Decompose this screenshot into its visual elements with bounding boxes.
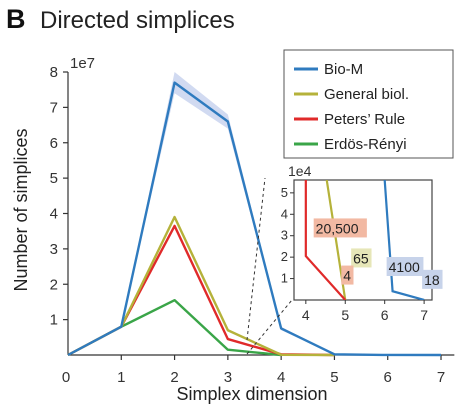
- x-axis-label: Simplex dimension: [176, 384, 327, 404]
- legend-entry: Erdös-Rényi: [324, 136, 407, 153]
- inset-y-tick-label: 2: [281, 249, 288, 264]
- inset-annotation: 20,500: [316, 220, 359, 236]
- y-tick-label: 4: [50, 206, 58, 223]
- inset-annotation: 4: [343, 268, 351, 284]
- x-tick-label: 7: [437, 369, 445, 386]
- inset-annotation: 65: [353, 250, 369, 266]
- x-tick-label: 0: [62, 369, 70, 386]
- inset-annotation: 4100: [389, 259, 420, 275]
- y-multiplier: 1e7: [70, 55, 95, 72]
- y-tick-label: 2: [50, 276, 58, 293]
- y-tick-label: 7: [50, 99, 58, 116]
- y-tick-label: 5: [50, 170, 58, 187]
- inset-x-tick-label: 6: [381, 307, 389, 323]
- y-tick-label: 8: [50, 64, 58, 81]
- legend-entry: General biol.: [324, 86, 409, 103]
- y-tick-label: 6: [50, 135, 58, 152]
- legend-entry: Peters’ Rule: [324, 111, 405, 128]
- y-tick-label: 1: [50, 312, 58, 329]
- inset-y-tick-label: 4: [281, 206, 288, 221]
- x-tick-label: 1: [117, 369, 125, 386]
- y-tick-label: 3: [50, 241, 58, 258]
- inset-x-tick-label: 7: [420, 307, 428, 323]
- inset-frame: [294, 180, 432, 300]
- y-axis-label: Number of simplices: [11, 128, 31, 291]
- inset-y-multiplier: 1e4: [288, 163, 312, 179]
- inset-y-tick-label: 1: [281, 271, 288, 286]
- x-tick-label: 5: [330, 369, 338, 386]
- inset-x-tick-label: 4: [302, 307, 310, 323]
- inset-y-tick-label: 3: [281, 228, 288, 243]
- x-tick-label: 6: [384, 369, 392, 386]
- inset-annotation: 18: [424, 272, 440, 288]
- inset-x-tick-label: 5: [341, 307, 349, 323]
- legend: Bio-M General biol. Peters’ Rule Erdös-Rény…: [284, 50, 453, 158]
- inset-y-tick-label: 5: [281, 185, 288, 200]
- legend-entry: Bio-M: [324, 61, 363, 78]
- series-line-erd-s-r-nyi: [68, 300, 281, 355]
